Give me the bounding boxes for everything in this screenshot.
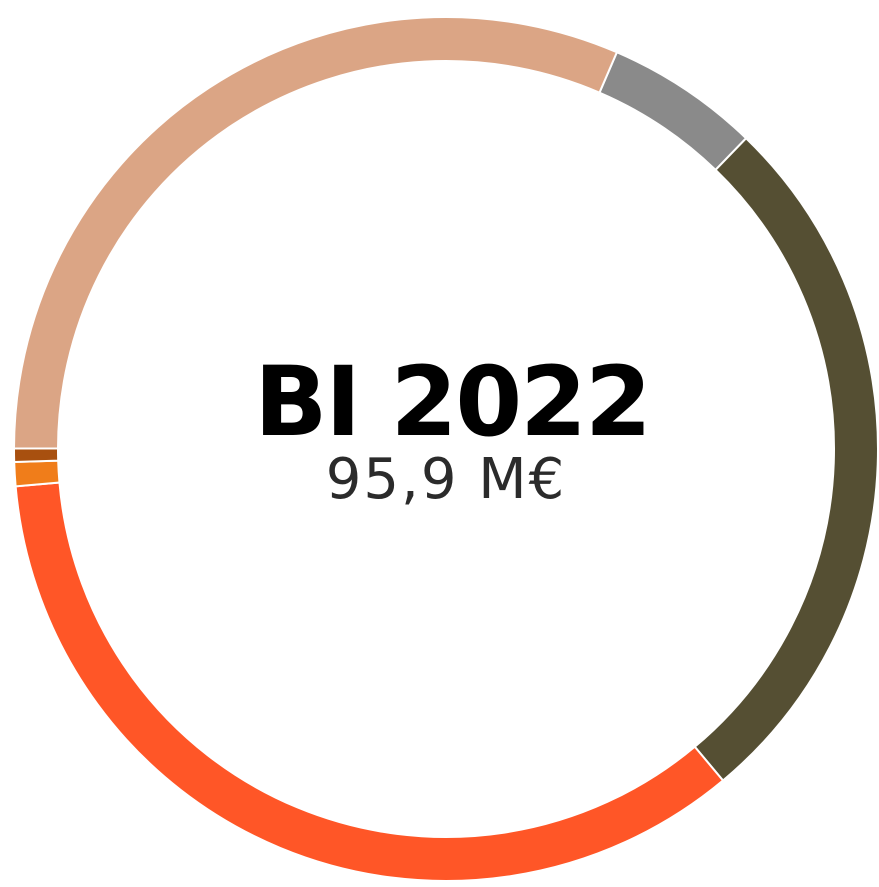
chart-title: BI 2022 [254,346,650,458]
chart-subtitle: 95,9 M€ [326,447,566,512]
ring [12,16,879,882]
donut-segment [12,16,619,450]
donut-segment [13,459,61,488]
donut-segment [13,447,60,463]
donut-segment [598,50,748,172]
donut-segment [14,481,725,882]
donut-segment [693,136,879,782]
